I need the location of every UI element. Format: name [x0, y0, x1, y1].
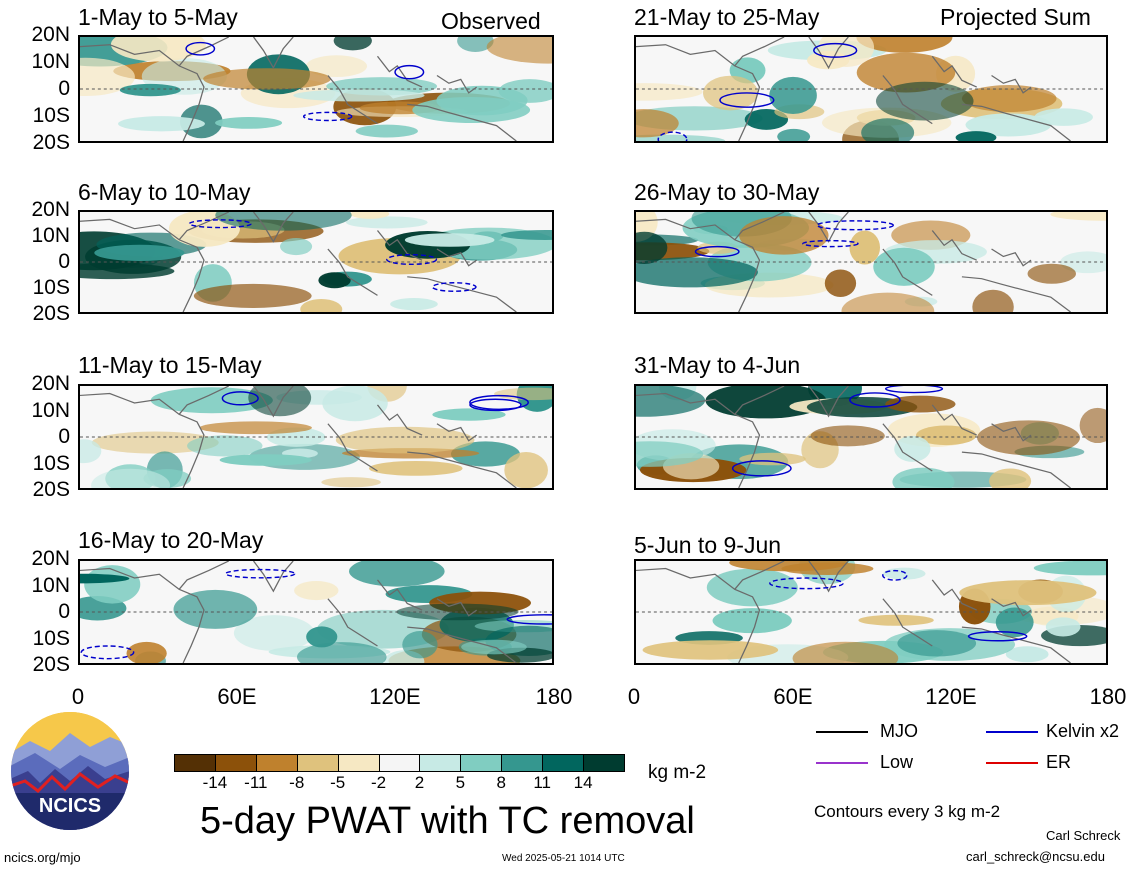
lat-label: 20N	[31, 23, 70, 46]
colorbar-labels: -14 -11 -8 -5 -2 2 5 8 11 14	[174, 773, 624, 795]
map-panel-projected-2	[634, 210, 1108, 314]
map-panel-observed-3	[78, 384, 554, 490]
colorbar-cell	[255, 754, 298, 772]
lon-label-0-left: 0	[71, 684, 85, 709]
map-panel-projected-1	[634, 35, 1108, 143]
panel-title-3: 11-May to 15-May	[78, 352, 262, 378]
map-svg	[80, 212, 552, 312]
lat-label: 10N	[31, 224, 70, 247]
projected-label: Projected Sum	[940, 4, 1091, 30]
legend-mjo-line	[816, 731, 868, 733]
legend-er-label: ER	[1046, 752, 1072, 772]
lat-label: 0	[58, 600, 70, 623]
ncics-logo: NCICS	[10, 711, 130, 831]
colorbar-cell	[583, 754, 625, 772]
footer-timestamp: Wed 2025-05-21 1014 UTC	[502, 853, 625, 864]
lat-label: 10N	[31, 50, 70, 73]
map-svg	[636, 37, 1106, 141]
colorbar-cell	[378, 754, 421, 772]
map-svg	[80, 561, 552, 663]
panel-title-4: 16-May to 20-May	[78, 527, 264, 553]
lat-label: 20S	[32, 131, 70, 154]
colorbar-label: -11	[244, 773, 268, 792]
colorbar-label: 14	[573, 773, 593, 792]
colorbar-label: 11	[533, 773, 551, 792]
lat-label: 10S	[32, 276, 70, 299]
footer-author: Carl Schreck	[1046, 828, 1121, 843]
legend-mjo-label: MJO	[880, 721, 918, 741]
lat-label: 20N	[31, 547, 70, 570]
lon-label-60e-right: 60E	[773, 684, 813, 709]
colorbar-label: -2	[370, 773, 387, 792]
footer-site: ncics.org/mjo	[4, 850, 81, 865]
panel-title-1: 1-May to 5-May	[78, 4, 238, 30]
lat-label: 10S	[32, 626, 70, 650]
legend-kelvin-label: Kelvin x2	[1046, 721, 1120, 741]
colorbar-units: kg m-2	[648, 762, 707, 783]
lon-label-60e-left: 60E	[217, 684, 257, 709]
panel-title-5: 21-May to 25-May	[634, 4, 820, 30]
map-panel-observed-4	[78, 559, 554, 665]
colorbar-label: 8	[496, 773, 506, 792]
colorbar-label: -8	[289, 773, 305, 792]
colorbar-label: -5	[330, 773, 346, 792]
map-panel-projected-3	[634, 384, 1108, 490]
map-svg	[636, 386, 1106, 488]
colorbar-cell	[460, 754, 503, 772]
map-svg	[80, 37, 552, 141]
panel-title-2: 6-May to 10-May	[78, 179, 251, 205]
panel-title-8: 5-Jun to 9-Jun	[634, 532, 782, 558]
map-svg	[636, 561, 1106, 663]
lon-label-0-right: 0	[627, 684, 641, 709]
main-title: 5-day PWAT with TC removal	[200, 800, 695, 842]
colorbar-cell	[296, 754, 339, 772]
lat-label: 10N	[31, 398, 70, 422]
legend-er-line	[986, 762, 1038, 764]
legend-low-line	[816, 762, 868, 764]
observed-label: Observed	[441, 8, 541, 34]
lat-label: 0	[58, 425, 70, 448]
map-svg	[80, 386, 552, 488]
footer-email: carl_schreck@ncsu.edu	[966, 849, 1105, 864]
map-panel-observed-2	[78, 210, 554, 314]
map-svg	[636, 212, 1106, 312]
lat-label: 20S	[32, 653, 70, 676]
colorbar-cell	[337, 754, 380, 772]
legend-low-label: Low	[880, 752, 914, 772]
lat-label: 20N	[31, 198, 70, 221]
colorbar-cell	[174, 754, 216, 772]
colorbar-label: 2	[414, 773, 425, 792]
colorbar-label: 5	[455, 773, 466, 792]
colorbar-cell	[501, 754, 544, 772]
legend-kelvin-line	[986, 731, 1038, 733]
colorbar-cell	[419, 754, 462, 772]
lat-label: 10S	[32, 104, 70, 127]
lon-label-120e-left: 120E	[369, 684, 421, 709]
lat-label: 20N	[31, 372, 70, 395]
colorbar	[174, 754, 625, 772]
panel-title-6: 26-May to 30-May	[634, 179, 820, 205]
lat-label: 0	[58, 77, 70, 100]
lon-label-180-right: 180	[1089, 684, 1127, 709]
lat-label: 10S	[32, 451, 70, 475]
colorbar-cell	[214, 754, 257, 772]
contours-note: Contours every 3 kg m-2	[814, 802, 1001, 821]
map-panel-observed-1	[78, 35, 554, 143]
lat-label: 0	[58, 250, 70, 273]
colorbar-cell	[542, 754, 585, 772]
lon-label-120e-right: 120E	[925, 684, 977, 709]
logo-text: NCICS	[39, 795, 101, 817]
colorbar-label: -14	[202, 773, 228, 792]
map-panel-projected-4	[634, 559, 1108, 665]
lat-label: 20S	[32, 478, 70, 501]
lon-label-180-left: 180	[535, 684, 573, 709]
panel-title-7: 31-May to 4-Jun	[634, 352, 801, 378]
lat-label: 10N	[31, 573, 70, 597]
lat-label: 20S	[32, 302, 70, 325]
